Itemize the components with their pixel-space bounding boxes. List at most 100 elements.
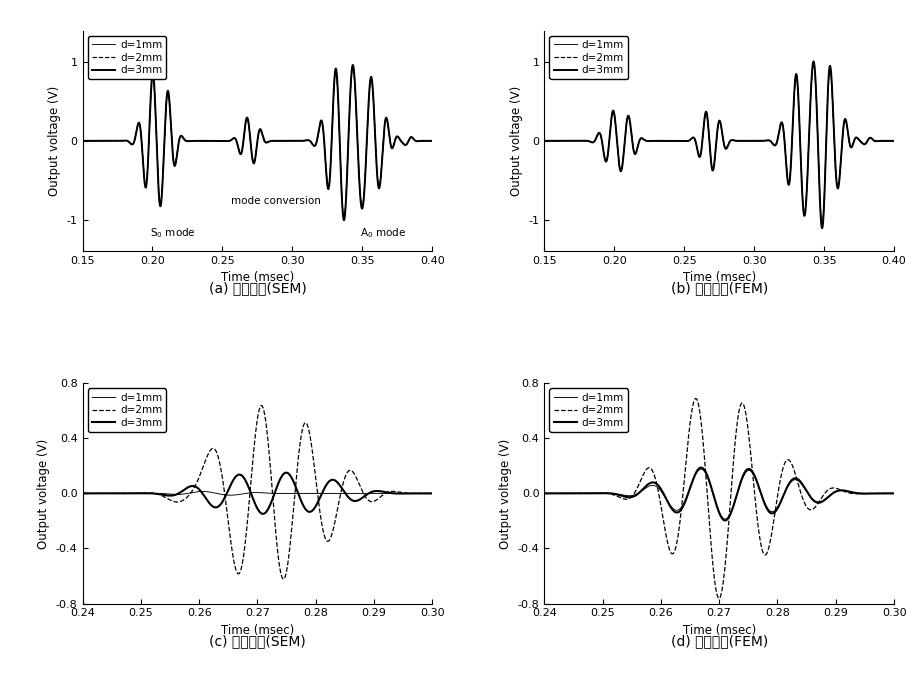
d=1mm	[382, 489, 393, 497]
d=3mm	[348, 61, 359, 69]
d=2mm	[600, 489, 611, 497]
d=3mm	[761, 136, 772, 145]
d=2mm	[420, 489, 431, 497]
Legend: d=1mm, d=2mm, d=3mm: d=1mm, d=2mm, d=3mm	[88, 36, 167, 79]
d=3mm	[204, 137, 215, 145]
d=2mm	[426, 489, 437, 497]
d=1mm	[889, 137, 900, 145]
d=1mm	[77, 489, 88, 497]
d=1mm	[673, 506, 684, 514]
d=2mm	[808, 59, 819, 67]
Legend: d=1mm, d=2mm, d=3mm: d=1mm, d=2mm, d=3mm	[549, 36, 628, 79]
d=2mm	[299, 136, 310, 145]
Line: d=1mm: d=1mm	[545, 469, 894, 519]
d=2mm	[557, 137, 568, 145]
Line: d=2mm: d=2mm	[83, 66, 432, 219]
d=1mm	[798, 206, 809, 214]
d=2mm	[798, 207, 809, 216]
Text: (b) 전체모드(FEM): (b) 전체모드(FEM)	[670, 282, 768, 295]
d=1mm	[226, 491, 238, 499]
Line: d=2mm: d=2mm	[545, 398, 894, 598]
d=2mm	[579, 489, 590, 497]
Text: S$_0$ mode: S$_0$ mode	[149, 226, 195, 239]
d=2mm	[539, 489, 550, 497]
d=3mm	[226, 479, 238, 487]
d=3mm	[695, 464, 706, 472]
d=1mm	[817, 221, 828, 229]
Legend: d=1mm, d=2mm, d=3mm: d=1mm, d=2mm, d=3mm	[88, 389, 167, 432]
d=2mm	[691, 394, 702, 402]
d=3mm	[882, 489, 893, 497]
d=2mm	[882, 489, 893, 497]
d=3mm	[673, 508, 684, 516]
d=1mm	[539, 489, 550, 497]
d=2mm	[77, 137, 88, 145]
d=3mm	[688, 474, 699, 482]
d=2mm	[256, 402, 267, 410]
Y-axis label: Output voltage (V): Output voltage (V)	[48, 86, 61, 196]
d=3mm	[258, 509, 269, 518]
d=2mm	[845, 489, 856, 497]
X-axis label: Time (msec): Time (msec)	[221, 271, 294, 284]
d=3mm	[281, 469, 292, 477]
d=3mm	[284, 137, 295, 145]
d=2mm	[278, 575, 289, 583]
d=1mm	[338, 213, 349, 221]
d=3mm	[355, 196, 366, 205]
d=3mm	[889, 137, 900, 145]
d=1mm	[94, 137, 105, 145]
X-axis label: Time (msec): Time (msec)	[221, 624, 294, 637]
Line: d=1mm: d=1mm	[83, 492, 432, 495]
d=1mm	[688, 475, 699, 483]
d=3mm	[117, 489, 128, 497]
d=2mm	[211, 448, 222, 456]
d=2mm	[348, 62, 359, 70]
d=2mm	[817, 222, 828, 231]
d=2mm	[761, 136, 772, 145]
d=1mm	[539, 137, 550, 145]
Line: d=1mm: d=1mm	[545, 65, 894, 225]
d=2mm	[117, 489, 128, 497]
d=1mm	[77, 137, 88, 145]
d=1mm	[204, 137, 215, 145]
d=1mm	[666, 137, 677, 145]
d=1mm	[420, 489, 431, 497]
Legend: d=1mm, d=2mm, d=3mm: d=1mm, d=2mm, d=3mm	[549, 389, 628, 432]
Line: d=3mm: d=3mm	[545, 468, 894, 520]
X-axis label: Time (msec): Time (msec)	[682, 624, 756, 637]
d=1mm	[117, 489, 128, 497]
d=3mm	[382, 488, 393, 496]
d=1mm	[808, 61, 819, 69]
d=3mm	[426, 489, 437, 497]
Line: d=2mm: d=2mm	[83, 406, 432, 579]
d=2mm	[382, 488, 393, 496]
d=1mm	[845, 488, 856, 496]
d=3mm	[539, 489, 550, 497]
d=2mm	[889, 489, 900, 497]
d=2mm	[713, 594, 724, 602]
Line: d=3mm: d=3mm	[545, 61, 894, 228]
d=1mm	[882, 489, 893, 497]
d=3mm	[600, 489, 611, 497]
Text: mode conversion: mode conversion	[231, 196, 321, 206]
d=3mm	[426, 137, 437, 145]
d=3mm	[77, 137, 88, 145]
d=1mm	[225, 491, 236, 499]
d=3mm	[817, 224, 828, 233]
Y-axis label: Output voltage (V): Output voltage (V)	[38, 439, 50, 548]
d=2mm	[77, 489, 88, 497]
d=2mm	[688, 398, 699, 406]
d=1mm	[695, 465, 706, 473]
d=1mm	[817, 220, 828, 228]
d=1mm	[348, 64, 359, 72]
d=1mm	[426, 137, 437, 145]
d=1mm	[720, 515, 731, 523]
d=1mm	[600, 489, 611, 497]
d=1mm	[299, 136, 310, 145]
Line: d=3mm: d=3mm	[83, 473, 432, 514]
d=1mm	[284, 137, 295, 145]
d=2mm	[666, 137, 677, 145]
d=2mm	[539, 137, 550, 145]
d=3mm	[299, 136, 310, 145]
d=2mm	[673, 529, 684, 537]
